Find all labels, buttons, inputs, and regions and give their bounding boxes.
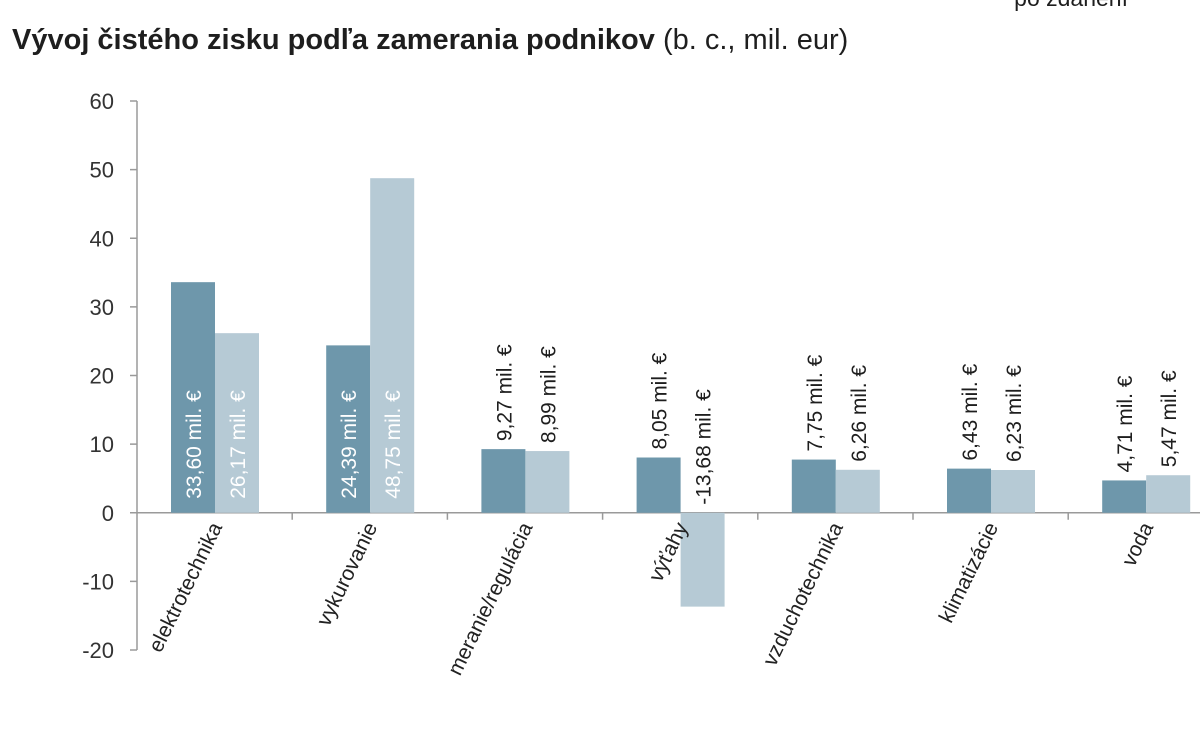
bar-value-label: -13,68 mil. € xyxy=(693,389,716,505)
bar-value-label: 8,05 mil. € xyxy=(649,352,672,449)
x-category-label: meranie/regulácia xyxy=(444,519,538,679)
bar-series-2 xyxy=(215,333,259,513)
x-category-label: voda xyxy=(1118,519,1159,570)
y-tick-label: -20 xyxy=(82,638,114,663)
y-tick-label: 40 xyxy=(90,226,114,251)
chart-title-main: Vývoj čistého zisku podľa zamerania podn… xyxy=(12,24,655,56)
bar-value-label: 33,60 mil. € xyxy=(183,390,206,499)
chart-title: Vývoj čistého zisku podľa zamerania podn… xyxy=(12,20,848,60)
bar-series-2 xyxy=(835,469,880,513)
y-tick-label: 50 xyxy=(90,158,114,183)
bar-value-label: 6,23 mil. € xyxy=(1003,365,1026,462)
bar-series-1 xyxy=(1102,480,1147,513)
bar-value-label: 48,75 mil. € xyxy=(382,390,405,499)
y-tick-label: 0 xyxy=(102,501,114,526)
bar-value-label: 9,27 mil. € xyxy=(493,344,516,441)
bar-series-2 xyxy=(991,469,1035,513)
bar-series-1 xyxy=(636,457,681,513)
y-tick-label: 60 xyxy=(90,89,114,114)
y-tick-label: 10 xyxy=(90,432,114,457)
x-category-label: vykurovanie xyxy=(312,519,382,630)
bar-series-1 xyxy=(171,282,215,513)
bar-series-1 xyxy=(947,468,991,513)
bar-value-label: 24,39 mil. € xyxy=(338,390,361,499)
legend-label: po zdanení xyxy=(1014,0,1128,13)
bar-value-label: 26,17 mil. € xyxy=(227,390,250,499)
bar-series-2 xyxy=(370,178,415,513)
y-tick-label: 20 xyxy=(90,364,114,389)
bar-series-2 xyxy=(1146,475,1191,513)
bar-value-label: 4,71 mil. € xyxy=(1114,375,1137,472)
x-category-label: klimatizácie xyxy=(935,519,1003,627)
y-tick-label: 30 xyxy=(90,295,114,320)
bar-series-2 xyxy=(680,512,725,607)
bar-series-2 xyxy=(525,451,570,513)
bar-series-1 xyxy=(481,449,526,513)
bar-value-label: 6,26 mil. € xyxy=(848,365,871,462)
x-category-label: elektrotechnika xyxy=(145,519,228,656)
bar-value-label: 8,99 mil. € xyxy=(537,346,560,443)
bar-series-1 xyxy=(326,345,371,513)
chart-title-unit: (b. c., mil. eur) xyxy=(654,24,849,56)
bar-series-1 xyxy=(791,459,836,513)
bar-value-label: 7,75 mil. € xyxy=(804,354,827,451)
bar-value-label: 5,47 mil. € xyxy=(1158,370,1181,467)
x-category-label: vzduchotechnika xyxy=(759,519,848,670)
legend-clip: po zdanení xyxy=(0,0,1200,16)
bar-value-label: 6,43 mil. € xyxy=(959,363,982,460)
y-tick-label: -10 xyxy=(82,569,114,594)
